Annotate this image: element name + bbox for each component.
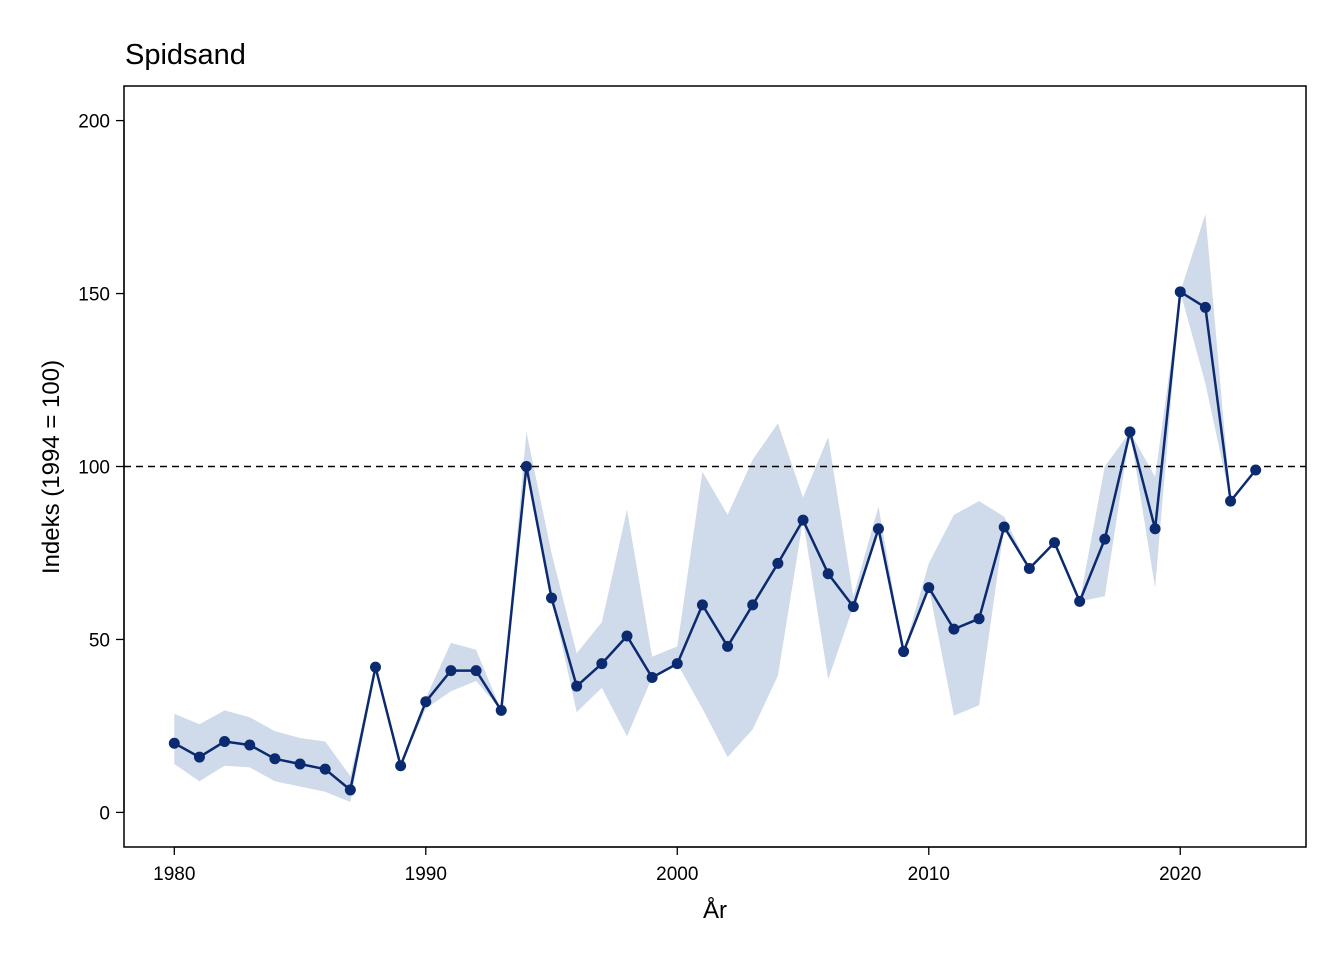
data-point — [596, 658, 608, 670]
plot-area — [124, 214, 1306, 802]
data-point — [1149, 523, 1161, 535]
x-tick-label: 1980 — [153, 864, 195, 885]
y-tick-label: 0 — [99, 803, 110, 824]
data-point — [344, 784, 356, 796]
data-point — [571, 680, 583, 692]
data-point — [520, 461, 532, 472]
x-tick-label: 2000 — [656, 864, 698, 885]
data-point — [319, 763, 331, 775]
data-point — [1074, 595, 1086, 607]
data-point — [1225, 495, 1237, 507]
data-point — [696, 599, 708, 611]
data-point — [470, 665, 482, 677]
data-point — [621, 630, 633, 642]
data-point — [722, 640, 734, 652]
data-point — [772, 557, 784, 569]
y-tick-label: 150 — [78, 285, 110, 306]
data-point — [244, 739, 256, 751]
data-point — [1049, 537, 1061, 549]
data-point — [1199, 301, 1211, 313]
data-point — [219, 735, 231, 747]
data-point — [395, 760, 407, 772]
data-point — [671, 658, 683, 670]
chart-title: Spidsand — [125, 39, 246, 71]
data-point — [294, 758, 306, 770]
y-tick-label: 50 — [89, 630, 110, 651]
y-axis-label: Indeks (1994 = 100) — [38, 360, 65, 574]
data-point — [168, 737, 180, 749]
data-point — [1250, 464, 1262, 476]
series-line — [173, 290, 1257, 792]
data-point — [898, 646, 910, 658]
data-point — [822, 568, 834, 580]
data-point — [495, 704, 507, 716]
data-point — [1099, 533, 1111, 545]
data-point — [872, 523, 884, 535]
x-axis-label: År — [703, 896, 727, 924]
data-point — [369, 661, 381, 673]
data-point — [797, 514, 809, 526]
data-point — [1174, 286, 1186, 298]
data-point — [445, 665, 457, 677]
y-tick-label: 100 — [78, 458, 110, 479]
y-axis: 0 50 100 150 200 — [78, 112, 125, 824]
data-point — [948, 623, 960, 635]
data-point — [646, 672, 658, 684]
data-point — [747, 599, 759, 611]
data-point — [1023, 563, 1035, 575]
x-axis: 1980 1990 2000 2010 2020 — [153, 846, 1201, 885]
data-point — [998, 521, 1010, 533]
data-point — [973, 613, 985, 625]
data-point — [847, 601, 859, 613]
data-point — [269, 753, 281, 765]
data-point — [420, 696, 432, 708]
data-point — [1124, 426, 1136, 438]
confidence-band — [174, 214, 1256, 802]
data-point — [546, 592, 558, 604]
data-point — [923, 582, 935, 594]
x-tick-label: 2020 — [1159, 864, 1201, 885]
x-tick-label: 1990 — [405, 864, 447, 885]
y-tick-label: 200 — [78, 112, 110, 133]
x-tick-label: 2010 — [908, 864, 950, 885]
data-point — [193, 751, 205, 763]
